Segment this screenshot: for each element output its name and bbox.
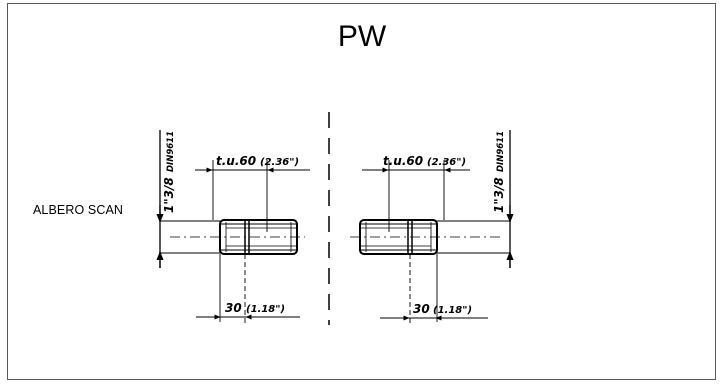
left-bottom-dimension-in: (1.18")	[246, 304, 285, 315]
right-top-dimension: t.u.60	[383, 154, 423, 168]
right-shaft-assembly: 1"3/8 DIN9611 t.u.60 (2.36") 30 (1.18")	[350, 130, 514, 325]
left-shaft-size: 1"3/8	[162, 177, 176, 213]
diagram-title: PW	[337, 20, 387, 53]
left-shaft-standard: DIN9611	[166, 131, 176, 172]
right-bottom-dimension-in: (1.18")	[433, 305, 472, 316]
side-label: ALBERO SCAN	[33, 203, 124, 217]
right-bottom-dimension: 30	[413, 302, 430, 316]
left-bottom-dimension: 30	[225, 301, 242, 315]
diagram-frame	[7, 3, 716, 380]
left-shaft-assembly: 1"3/8 DIN9611 t.u.60 (2.36") 30 (1.18")	[156, 130, 310, 325]
right-shaft-size: 1"3/8	[492, 177, 506, 213]
left-top-dimension-in: (2.36")	[260, 157, 299, 168]
right-top-dimension-in: (2.36")	[427, 157, 466, 168]
right-shaft-standard: DIN9611	[496, 131, 506, 172]
left-top-dimension: t.u.60	[216, 154, 256, 168]
